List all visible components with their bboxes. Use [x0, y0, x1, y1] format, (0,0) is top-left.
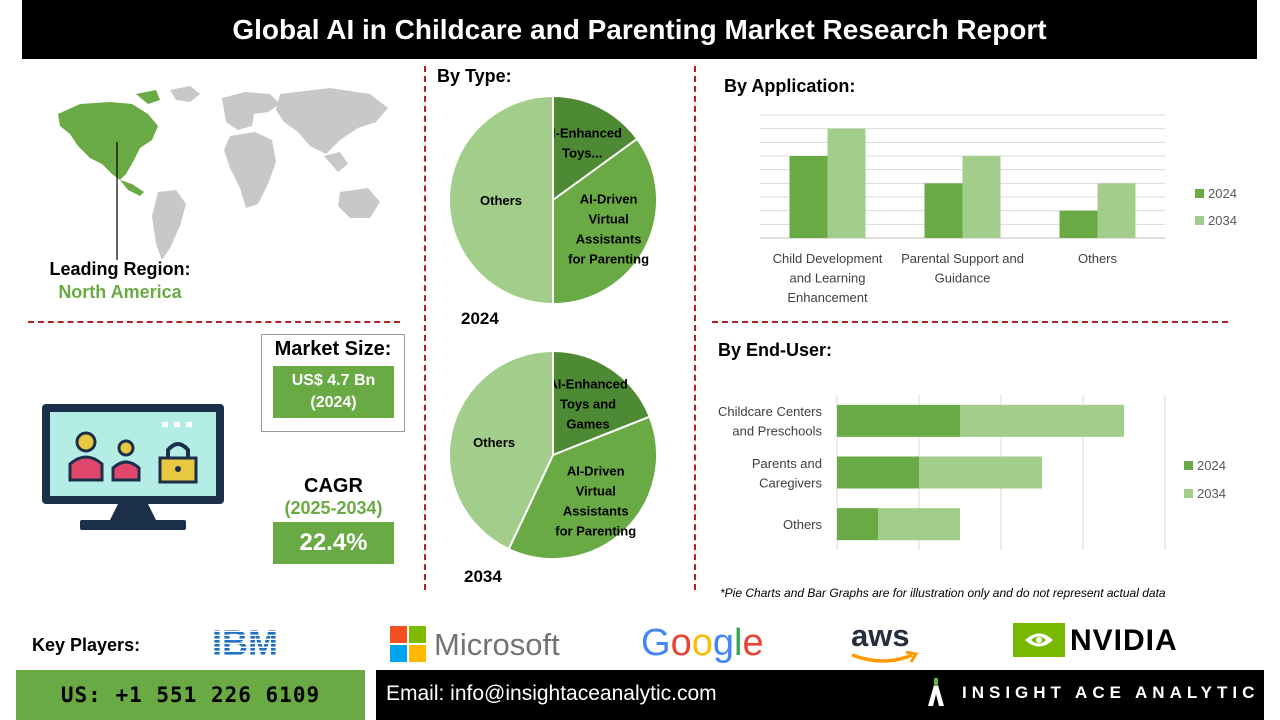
divider-right: [694, 66, 696, 590]
ibm-logo-text: IBM: [212, 624, 278, 660]
divider-right-horizontal: [712, 321, 1228, 323]
world-map: [58, 86, 388, 260]
app-legend-label: 2024: [1208, 186, 1237, 201]
cagr-value: 22.4%: [273, 522, 394, 564]
phone-number[interactable]: US: +1 551 226 6109: [60, 683, 321, 707]
app-bar-2024: [1059, 210, 1098, 238]
app-legend-swatch: [1195, 216, 1204, 225]
phone-bar: US: +1 551 226 6109: [16, 670, 365, 720]
pie-slice-2: [507, 415, 658, 560]
microsoft-logo-squares: [390, 626, 426, 662]
monitor-family-lock-icon: [42, 404, 224, 530]
app-legend-label: 2034: [1208, 213, 1237, 228]
pie-chart-2024: AI-Enhanced Toys... AI-Driven Virtual Assist…: [448, 94, 658, 306]
pie-slice-label-1: AI-Enhanced Toys...: [543, 126, 623, 161]
google-letter-o1: o: [670, 622, 692, 664]
google-letter-g2: g: [712, 622, 734, 664]
google-letter-e: e: [742, 622, 764, 664]
end-user-category-label: Childcare Centers and Preschools: [718, 404, 823, 439]
app-bar-2024: [924, 183, 963, 238]
app-bar-2034: [1097, 183, 1136, 238]
aws-smile-icon: [851, 651, 919, 663]
market-size-value-amount: US$ 4.7 Bn: [291, 372, 376, 389]
end-user-bar-2024: [837, 508, 878, 541]
insightace-logo-icon: [928, 678, 944, 706]
aws-logo-text: aws: [851, 618, 910, 653]
market-size-value: US$ 4.7 Bn (2024): [273, 366, 394, 418]
key-players-label: Key Players:: [32, 635, 141, 655]
map-north-america: [58, 90, 160, 196]
by-application-title: By Application:: [724, 76, 856, 96]
email-text[interactable]: Email: info@insightaceanalytic.com: [386, 682, 717, 705]
end-user-bar-2024: [837, 456, 919, 489]
app-category-label: Parental Support and Guidance: [901, 251, 1024, 286]
disclaimer-text: *Pie Charts and Bar Graphs are for illus…: [720, 586, 1166, 600]
microsoft-logo-text: Microsoft: [434, 627, 560, 662]
app-category-label: Others: [1078, 251, 1118, 266]
app-bar-2034: [962, 156, 1001, 238]
end-user-bar-2034: [878, 508, 960, 541]
pie-2024-year-label: 2024: [461, 309, 499, 328]
pie-slice-3: [448, 349, 554, 551]
pie-slice-label-3: Others: [473, 435, 515, 450]
app-category-label: Child Development and Learning Enhancement: [773, 251, 883, 305]
pie-chart-2034: AI-Enhanced Toys and Games AI-Driven Virtual…: [448, 349, 658, 560]
end-user-bar-2034: [919, 456, 1042, 489]
by-type-title: By Type:: [437, 66, 512, 86]
end-user-category-label: Others: [783, 517, 823, 532]
ibm-logo: IBM: [212, 624, 278, 660]
pie-2034-year-label: 2034: [464, 567, 502, 586]
pie-slice-1: [552, 94, 639, 202]
market-size-value-year: (2024): [310, 394, 357, 411]
app-bar-2024: [789, 156, 828, 238]
divider-left: [424, 66, 426, 590]
google-letter-g: G: [641, 622, 671, 664]
pie-slice-2: [552, 137, 658, 306]
page-title: Global AI in Childcare and Parenting Mar…: [22, 0, 1257, 59]
end-user-legend-label: 2034: [1197, 486, 1226, 501]
map-other-continents: [152, 86, 388, 260]
google-logo: Google: [641, 622, 764, 665]
nvidia-logo-text: NVIDIA: [1070, 624, 1178, 657]
end-user-category-label: Parents and Caregivers: [752, 456, 823, 491]
cagr-period: (2025-2034): [284, 498, 383, 518]
pie-slice-1: [552, 349, 651, 457]
divider-left-horizontal: [28, 321, 400, 323]
google-letter-l: l: [733, 622, 743, 664]
brand-name: INSIGHT ACE ANALYTIC: [962, 683, 1260, 702]
pie-slice-label-1: AI-Enhanced Toys and Games: [548, 376, 628, 431]
end-user-bar-2024: [837, 404, 960, 437]
google-letter-o2: o: [691, 622, 713, 664]
market-size-panel: [261, 334, 405, 432]
pie-slice-label-2: AI-Driven Virtual Assistants for Parenting: [555, 463, 636, 538]
pie-slice-3: [448, 94, 554, 306]
contact-bar: [376, 670, 1264, 720]
app-legend-swatch: [1195, 189, 1204, 198]
application-bar-chart: Child Development and Learning Enhancement…: [760, 114, 1237, 305]
nvidia-eye-icon: [1013, 623, 1065, 657]
pie-slice-label-3: Others: [480, 193, 522, 208]
market-size-label: Market Size:: [274, 338, 392, 360]
end-user-bar-2034: [960, 404, 1124, 437]
pie-slice-label-2: AI-Driven Virtual Assistants for Parenting: [568, 191, 649, 266]
leading-region-label: Leading Region:: [49, 259, 191, 279]
end-user-legend-label: 2024: [1197, 458, 1226, 473]
end-user-legend-swatch: [1184, 489, 1193, 498]
leading-region-value: North America: [58, 282, 182, 302]
by-end-user-title: By End-User:: [718, 340, 833, 360]
cagr-label: CAGR: [304, 475, 363, 497]
end-user-legend-swatch: [1184, 461, 1193, 470]
app-bar-2034: [827, 128, 866, 238]
end-user-bar-chart: Childcare Centers and Preschools Parents a…: [718, 395, 1226, 550]
